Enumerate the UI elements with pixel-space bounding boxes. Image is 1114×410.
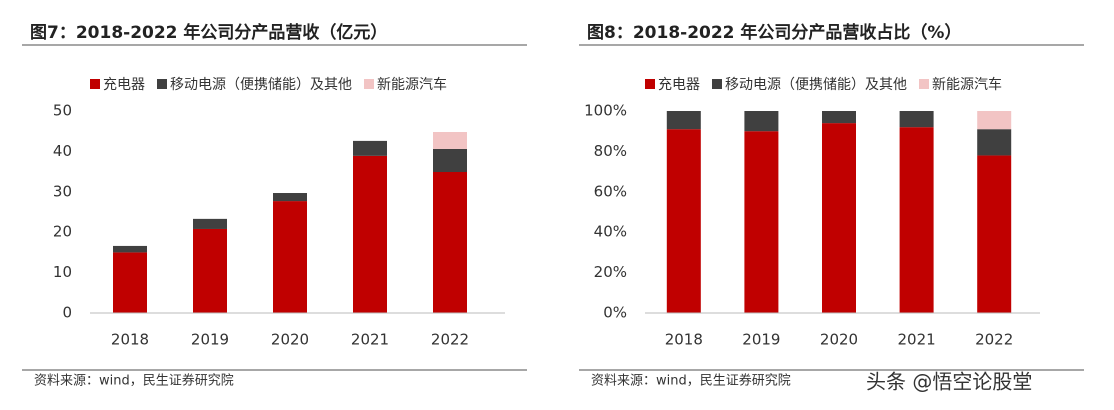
bar-segment bbox=[899, 111, 934, 128]
y-tick-label: 20 bbox=[53, 223, 72, 241]
bar-segment bbox=[113, 252, 147, 313]
x-tick-label: 2022 bbox=[975, 331, 1013, 349]
y-tick-label: 60% bbox=[594, 182, 627, 200]
bar-segment bbox=[977, 111, 1012, 130]
x-tick-label: 2020 bbox=[820, 331, 858, 349]
chart-title: 图7：2018-2022 年公司分产品营收（亿元） bbox=[30, 22, 387, 43]
bar-segment bbox=[977, 155, 1012, 313]
legend-swatch bbox=[364, 79, 374, 89]
chart-title: 图8：2018-2022 年公司分产品营收占比（%） bbox=[587, 22, 961, 43]
bar-segment bbox=[744, 111, 779, 132]
bar-segment bbox=[744, 131, 779, 313]
x-tick-label: 2018 bbox=[665, 331, 703, 349]
y-tick-label: 0 bbox=[62, 304, 72, 322]
bar-segment bbox=[353, 140, 387, 156]
y-tick-label: 40 bbox=[53, 142, 72, 160]
legend-label: 充电器 bbox=[658, 77, 700, 93]
bar-segment bbox=[666, 111, 701, 130]
bar-segment bbox=[113, 245, 147, 253]
y-tick-label: 80% bbox=[594, 142, 627, 160]
legend-swatch bbox=[157, 79, 167, 89]
x-tick-label: 2019 bbox=[191, 331, 229, 349]
x-tick-label: 2021 bbox=[898, 331, 936, 349]
legend-swatch bbox=[90, 79, 100, 89]
source-note: 资料来源：wind，民生证券研究院 bbox=[591, 373, 791, 389]
bar-segment bbox=[273, 193, 307, 202]
bar-segment bbox=[273, 201, 307, 313]
bar-segment bbox=[977, 129, 1012, 156]
bar-segment bbox=[822, 111, 856, 124]
bar-segment bbox=[822, 123, 856, 314]
bar-segment bbox=[433, 172, 467, 313]
y-tick-label: 100% bbox=[584, 102, 627, 120]
y-tick-label: 50 bbox=[53, 102, 72, 120]
source-note: 资料来源：wind，民生证券研究院 bbox=[34, 373, 234, 389]
bar-segment bbox=[193, 228, 227, 313]
x-tick-label: 2020 bbox=[271, 331, 309, 349]
legend-label: 移动电源（便携储能）及其他 bbox=[725, 77, 907, 93]
x-tick-label: 2018 bbox=[111, 331, 149, 349]
y-tick-label: 10 bbox=[53, 263, 72, 281]
legend-label: 新能源汽车 bbox=[932, 76, 1002, 93]
y-tick-label: 20% bbox=[594, 263, 627, 281]
x-tick-label: 2021 bbox=[351, 331, 389, 349]
watermark: 头条 @悟空论股堂 bbox=[866, 370, 1032, 394]
bar-segment bbox=[433, 148, 467, 173]
bar-segment bbox=[353, 155, 387, 313]
bar-segment bbox=[899, 127, 934, 313]
bar-segment bbox=[433, 132, 467, 149]
legend-label: 移动电源（便携储能）及其他 bbox=[170, 77, 352, 93]
y-tick-label: 40% bbox=[594, 223, 627, 241]
y-tick-label: 30 bbox=[53, 182, 72, 200]
bar-segment bbox=[193, 218, 227, 229]
legend-label: 充电器 bbox=[103, 77, 145, 93]
x-tick-label: 2022 bbox=[431, 331, 469, 349]
legend-swatch bbox=[712, 79, 722, 89]
y-tick-label: 0% bbox=[603, 304, 627, 322]
legend-label: 新能源汽车 bbox=[377, 76, 447, 93]
legend-swatch bbox=[645, 79, 655, 89]
legend-swatch bbox=[919, 79, 929, 89]
x-tick-label: 2019 bbox=[742, 331, 780, 349]
bar-segment bbox=[666, 129, 701, 313]
